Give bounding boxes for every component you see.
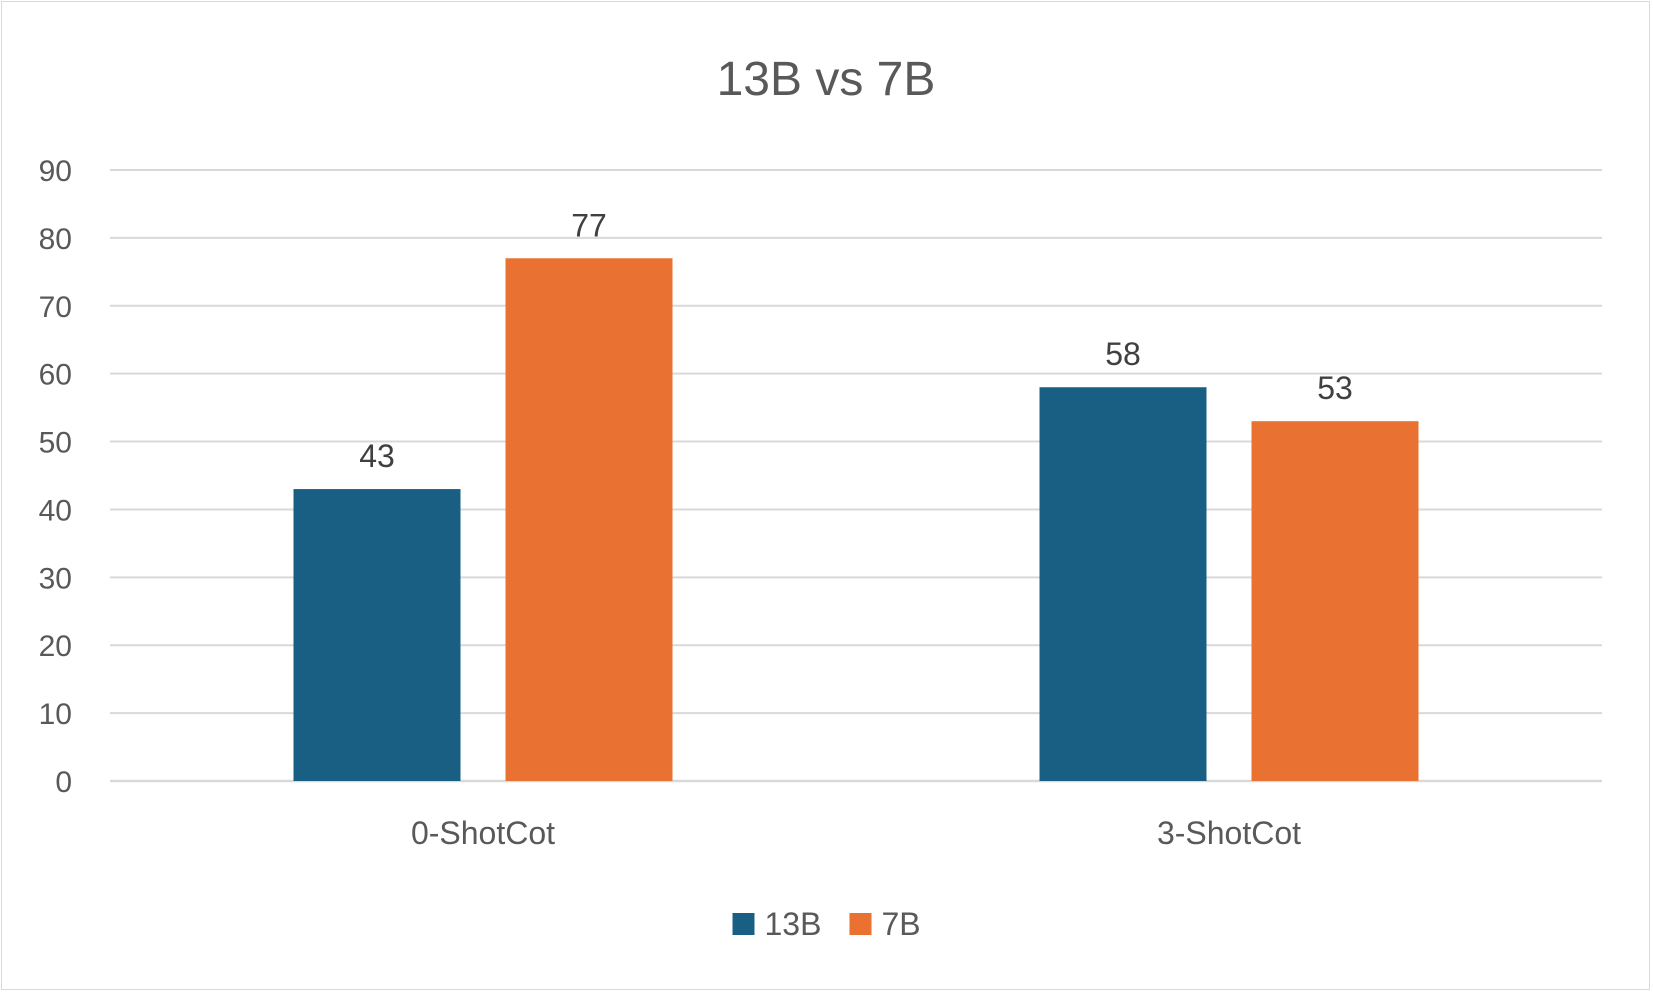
data-labels: 43 77 58 53 xyxy=(359,207,1353,474)
y-tick-label: 50 xyxy=(39,427,72,460)
data-label: 58 xyxy=(1105,336,1141,372)
y-tick-label: 0 xyxy=(55,766,72,799)
data-label: 43 xyxy=(359,438,395,474)
x-axis-categories: 0-ShotCot 3-ShotCot xyxy=(411,815,1301,851)
x-category-label: 3-ShotCot xyxy=(1157,815,1301,851)
y-tick-label: 90 xyxy=(39,155,72,188)
bar-7B-0-ShotCot xyxy=(505,258,673,781)
y-tick-label: 70 xyxy=(39,291,72,324)
legend-label: 13B xyxy=(765,906,822,942)
legend-swatch-13B xyxy=(732,913,755,935)
y-tick-label: 20 xyxy=(39,630,72,663)
bar-13B-3-ShotCot xyxy=(1039,387,1207,781)
chart-title: 13B vs 7B xyxy=(717,53,936,106)
bars xyxy=(293,258,1419,781)
bar-7B-3-ShotCot xyxy=(1251,421,1419,781)
legend: 13B 7B xyxy=(732,906,921,942)
y-tick-label: 80 xyxy=(39,223,72,256)
x-category-label: 0-ShotCot xyxy=(411,815,555,851)
y-tick-label: 30 xyxy=(39,562,72,595)
legend-label: 7B xyxy=(882,906,921,942)
y-tick-label: 40 xyxy=(39,494,72,527)
y-tick-label: 60 xyxy=(39,359,72,392)
bar-13B-0-ShotCot xyxy=(293,489,461,781)
y-tick-label: 10 xyxy=(39,698,72,731)
legend-swatch-7B xyxy=(849,913,872,935)
data-label: 53 xyxy=(1317,370,1353,406)
data-label: 77 xyxy=(571,207,607,243)
y-axis-ticks: 0 10 20 30 40 50 60 70 80 90 xyxy=(39,155,72,799)
